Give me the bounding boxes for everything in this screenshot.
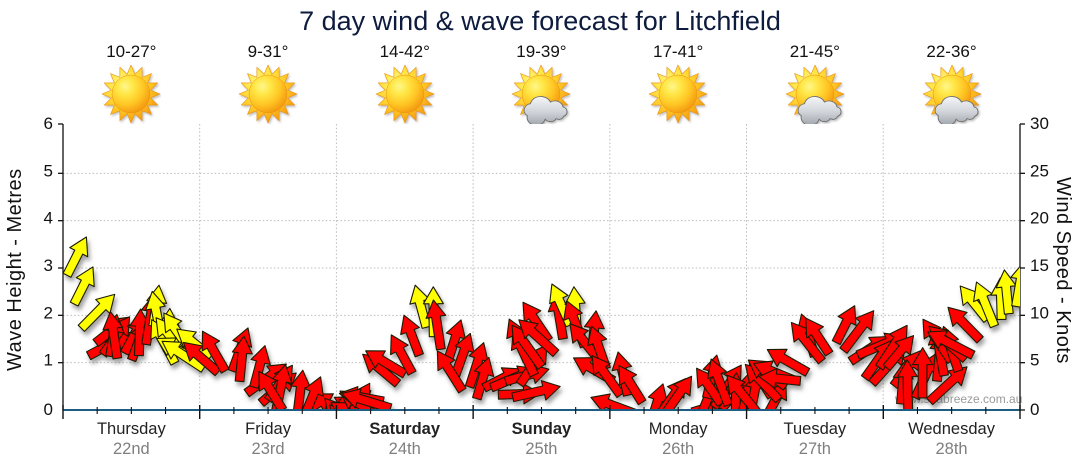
svg-text:15: 15: [1030, 256, 1049, 275]
svg-text:3: 3: [44, 256, 53, 275]
svg-text:6: 6: [44, 114, 53, 133]
svg-text:20: 20: [1030, 209, 1049, 228]
svg-text:4: 4: [44, 209, 53, 228]
svg-text:25: 25: [1030, 161, 1049, 180]
svg-text:2: 2: [44, 303, 53, 322]
svg-text:30: 30: [1030, 114, 1049, 133]
svg-text:1: 1: [44, 351, 53, 370]
svg-text:10: 10: [1030, 303, 1049, 322]
svg-text:5: 5: [44, 161, 53, 180]
svg-text:5: 5: [1030, 351, 1039, 370]
svg-text:0: 0: [1030, 400, 1039, 419]
svg-text:0: 0: [44, 400, 53, 419]
